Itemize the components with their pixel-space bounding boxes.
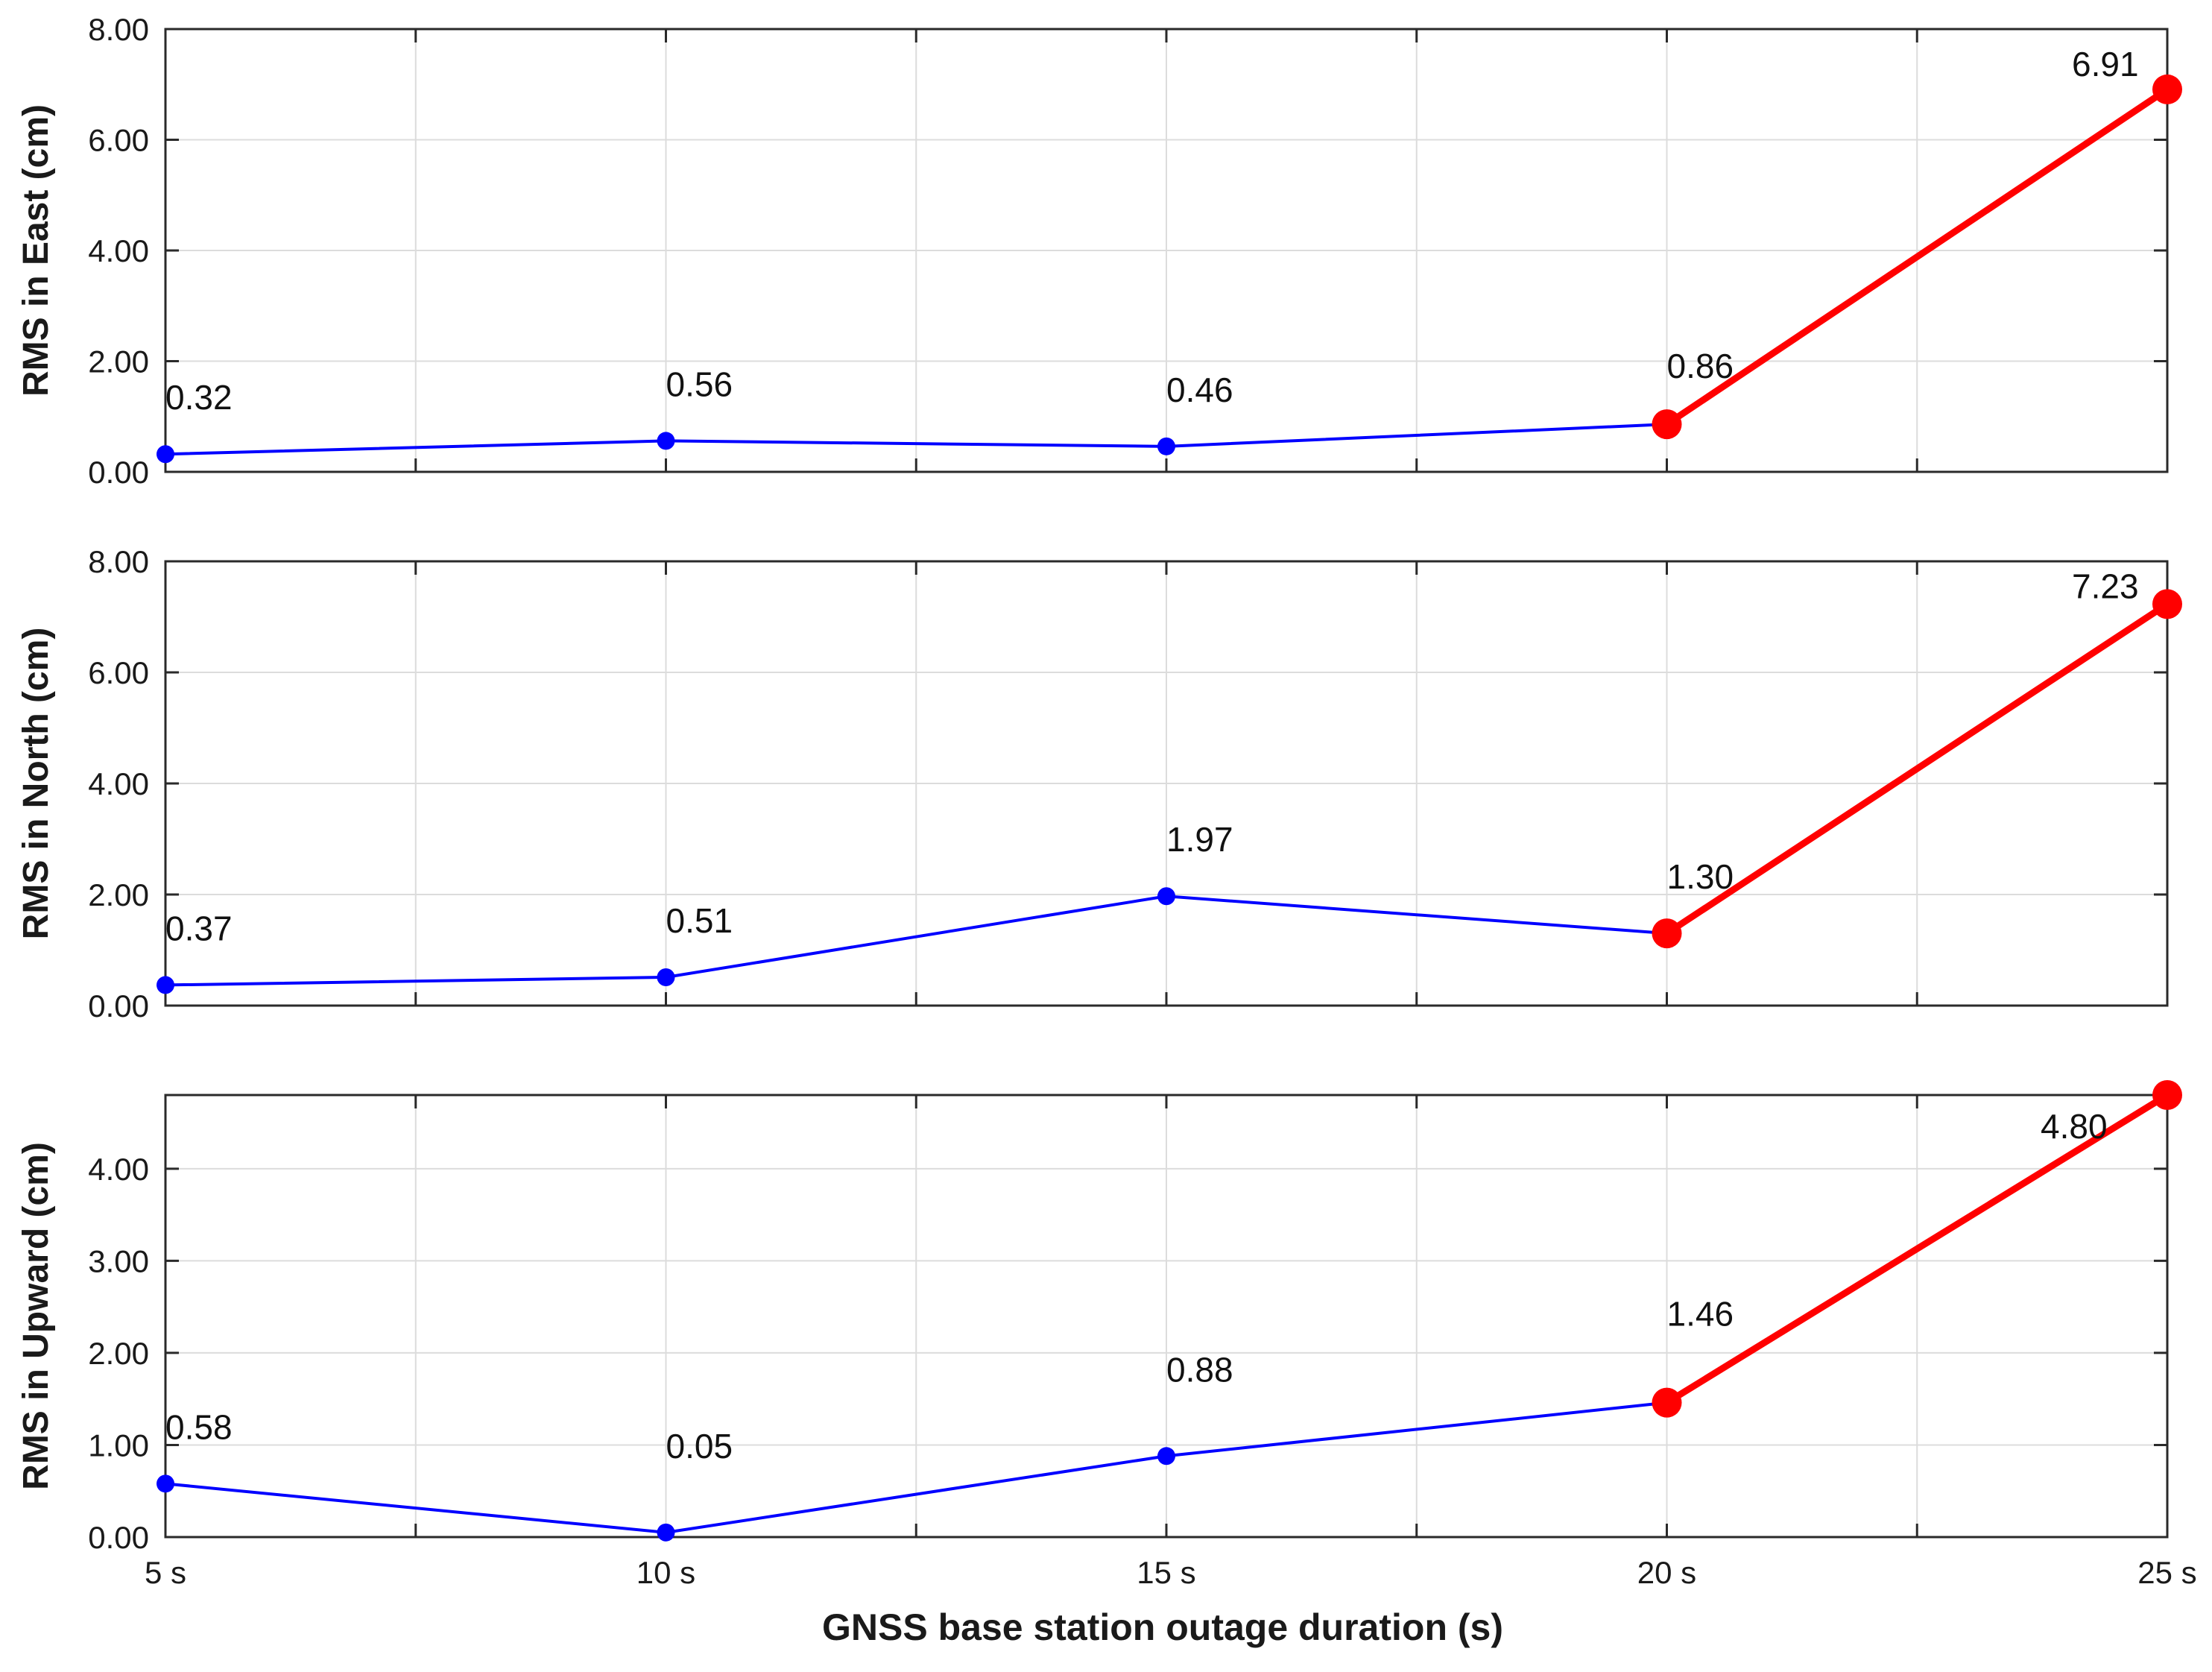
data-point-highlight <box>2152 589 2182 619</box>
y-tick-label: 6.00 <box>88 123 149 158</box>
data-label: 0.37 <box>165 909 233 947</box>
y-tick-label: 1.00 <box>88 1427 149 1463</box>
data-point-highlight <box>1652 1387 1682 1418</box>
x-tick-label: 10 s <box>636 1555 695 1590</box>
x-tick-label: 25 s <box>2137 1555 2196 1590</box>
data-point <box>157 1474 174 1493</box>
y-tick-label: 0.00 <box>88 455 149 490</box>
series-line-highlight <box>1664 86 2170 427</box>
data-point <box>657 968 675 987</box>
data-point <box>157 445 174 464</box>
y-tick-label: 2.00 <box>88 1336 149 1371</box>
data-label: 1.30 <box>1667 857 1734 896</box>
y-tick-label: 8.00 <box>88 12 149 47</box>
data-point <box>657 1523 675 1542</box>
y-axis-label: RMS in North (cm) <box>16 628 56 940</box>
subplot-2: 0.00 2.00 4.00 6.00 8.00 RMS in North (cm) 0.3… <box>16 544 2182 1023</box>
data-label: 0.88 <box>1166 1350 1233 1389</box>
y-axis-label: RMS in East (cm) <box>16 104 56 397</box>
data-label: 1.97 <box>1166 820 1233 859</box>
data-label: 0.05 <box>666 1427 733 1466</box>
subplot-3: 0.00 1.00 2.00 3.00 4.00 RMS in Upward (cm) 0.… <box>16 1080 2197 1590</box>
series-line-highlight <box>1665 601 2170 936</box>
subplot-1: 0.00 2.00 4.00 6.00 8.00 RMS in East (cm) 0.32… <box>16 12 2182 490</box>
plot-frame <box>164 560 2169 1007</box>
series-line-normal <box>165 1401 1667 1534</box>
plot-frame <box>164 1094 2169 1539</box>
series-line-normal <box>165 895 1667 987</box>
data-label: 0.86 <box>1667 347 1734 385</box>
y-axis-label: RMS in Upward (cm) <box>16 1142 56 1490</box>
y-tick-label: 0.00 <box>88 988 149 1023</box>
y-tick-label: 8.00 <box>88 544 149 579</box>
data-label: 0.32 <box>165 378 233 417</box>
data-label: 0.58 <box>165 1407 233 1446</box>
data-label: 4.80 <box>2041 1107 2108 1146</box>
data-label: 1.46 <box>1667 1295 1734 1334</box>
y-tick-label: 4.00 <box>88 1152 149 1187</box>
data-label: 6.91 <box>2072 45 2139 83</box>
plot-frame <box>164 28 2169 473</box>
y-tick-label: 2.00 <box>88 344 149 379</box>
data-point-highlight <box>1652 409 1682 440</box>
y-tick-label: 2.00 <box>88 877 149 912</box>
series-line-highlight <box>1665 1092 2170 1406</box>
x-tick-label: 15 s <box>1137 1555 1195 1590</box>
data-label: 0.51 <box>666 901 733 940</box>
data-point-highlight <box>2152 1080 2182 1110</box>
data-point-highlight <box>1652 918 1682 949</box>
data-label: 0.56 <box>666 365 733 403</box>
data-point <box>657 432 675 450</box>
y-tick-label: 4.00 <box>88 233 149 268</box>
data-point <box>1157 1447 1175 1466</box>
data-point <box>1157 437 1175 455</box>
y-tick-label: 6.00 <box>88 655 149 690</box>
data-point-highlight <box>2152 74 2182 104</box>
series-line-normal <box>165 423 1667 456</box>
y-tick-label: 4.00 <box>88 766 149 801</box>
x-tick-label: 20 s <box>1637 1555 1696 1590</box>
data-label: 7.23 <box>2072 567 2139 605</box>
x-axis-label: GNSS base station outage duration (s) <box>822 1606 1503 1648</box>
y-tick-label: 3.00 <box>88 1243 149 1278</box>
x-tick-label: 5 s <box>145 1555 186 1590</box>
data-label: 0.46 <box>1166 370 1233 409</box>
y-tick-label: 0.00 <box>88 1520 149 1555</box>
data-point <box>1157 887 1175 906</box>
data-point <box>157 976 174 994</box>
